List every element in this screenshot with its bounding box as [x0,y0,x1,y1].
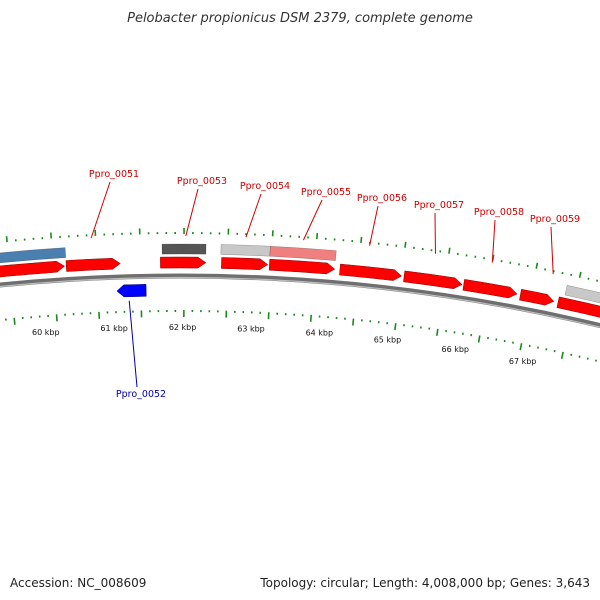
gene-leader-line [369,205,379,246]
feature-band [564,284,600,304]
gene-label: Ppro_0051 [89,169,139,180]
gene-labels: Ppro_0051 Ppro_0052 Ppro_0053 Ppro_0054 Ppro… [89,169,580,400]
accession-text: Accession: NC_008609 [10,576,146,590]
feature-band [0,247,67,264]
backbone-highlight [0,276,600,328]
gene-label: Ppro_0052 [116,389,166,400]
gene-leader-line [128,300,138,388]
gene-label: Ppro_0053 [177,176,227,187]
gene-arrow [160,256,207,269]
scale-label: 65 kbp [374,335,402,344]
gene-arrow [339,263,402,281]
gene-arrow [403,270,463,290]
gene-label: Ppro_0055 [301,187,351,198]
gene-arrow [556,296,600,318]
scale-label: 61 kbp [100,324,128,333]
scale-label: 63 kbp [237,324,265,333]
genome-summary-text: Topology: circular; Length: 4,008,000 bp… [259,576,590,590]
backbone-line [0,273,600,329]
major-tick [360,236,363,243]
gene-arrow [462,279,518,299]
genome-backbone [0,273,600,329]
major-tick [13,317,16,325]
gene-label: Ppro_0057 [414,200,464,211]
major-tick [5,236,8,243]
map-title: Pelobacter propionicus DSM 2379, complet… [127,11,473,26]
gene-arrow [519,288,555,306]
feature-band [161,243,207,255]
gene-leader-line [245,193,262,238]
major-tick [309,314,312,322]
gene-label: Ppro_0056 [357,193,407,204]
scale-label: 60 kbp [32,328,60,337]
major-tick [436,328,439,336]
feature-band [220,244,271,257]
gene-label: Ppro_0054 [240,181,290,192]
major-tick [394,323,397,331]
scale-label: 67 kbp [509,357,537,366]
inner-tick-ring [4,310,598,362]
gene-arrow-reverse [116,284,147,298]
gene-arrow [221,257,269,271]
gene-label: Ppro_0059 [530,214,580,225]
gene-leader-line [550,226,554,275]
major-tick [448,247,451,254]
major-tick [535,262,539,269]
gene-arrow [268,258,336,275]
gene-label: Ppro_0058 [474,207,524,218]
feature-band [269,245,337,261]
major-tick [578,271,582,278]
gene-leader-line [185,188,199,237]
major-tick [352,318,355,326]
gene-arrow [65,258,121,272]
gene-leader-line [302,199,323,241]
feature-tracks [0,243,600,318]
major-tick [477,335,481,343]
major-tick [560,351,564,359]
gene-leader-line [90,181,111,239]
scale-label: 62 kbp [169,323,197,332]
gene-leader-line [491,219,496,263]
gene-arrow [0,260,65,278]
scale-label: 66 kbp [442,345,470,354]
scale-label: 64 kbp [306,329,334,338]
major-tick [519,343,523,351]
major-tick [404,241,407,248]
outer-tick-ring [5,228,599,282]
